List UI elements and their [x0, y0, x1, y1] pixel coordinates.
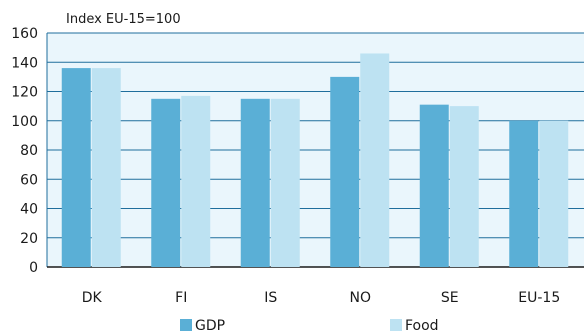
- grid-lines: [46, 32, 584, 268]
- x-tick-label: FI: [175, 290, 187, 306]
- bar-food-is: [270, 98, 300, 267]
- bar-food-fi: [181, 95, 211, 267]
- bar-food-dk: [91, 68, 121, 267]
- y-tick-label: 60: [20, 172, 38, 188]
- x-axis-ticks: DK FI IS NO SE EU-15: [82, 290, 560, 306]
- legend-swatch-gdp: [180, 319, 192, 331]
- y-tick-label: 20: [20, 231, 38, 247]
- y-tick-label: 40: [20, 202, 38, 218]
- bar-gdp-eu-15: [509, 120, 539, 267]
- bar-gdp-fi: [151, 98, 181, 267]
- bars: [61, 53, 569, 267]
- x-tick-label: IS: [264, 290, 277, 306]
- bar-gdp-dk: [61, 68, 91, 267]
- y-tick-label: 0: [29, 260, 38, 276]
- bar-food-no: [360, 53, 390, 267]
- x-tick-label: SE: [441, 290, 459, 306]
- bar-food-eu-15: [539, 120, 569, 267]
- bar-gdp-no: [330, 76, 360, 267]
- x-tick-label: EU-15: [518, 290, 560, 306]
- y-tick-label: 120: [11, 85, 38, 101]
- y-tick-label: 80: [20, 143, 38, 159]
- y-axis-title: Index EU-15=100: [66, 12, 181, 27]
- bar-gdp-se: [419, 104, 449, 267]
- x-tick-label: DK: [82, 290, 103, 306]
- legend: GDP Food: [180, 318, 439, 334]
- y-tick-label: 160: [11, 26, 38, 42]
- y-tick-label: 140: [11, 55, 38, 71]
- y-axis-ticks: 0 20 40 60 80 100 120 140 160: [11, 26, 38, 276]
- bar-food-se: [449, 106, 479, 267]
- legend-label-food: Food: [405, 318, 439, 334]
- bar-gdp-is: [240, 98, 270, 267]
- legend-label-gdp: GDP: [195, 318, 225, 334]
- legend-swatch-food: [390, 319, 402, 331]
- y-tick-label: 100: [11, 114, 38, 130]
- x-tick-label: NO: [350, 290, 372, 306]
